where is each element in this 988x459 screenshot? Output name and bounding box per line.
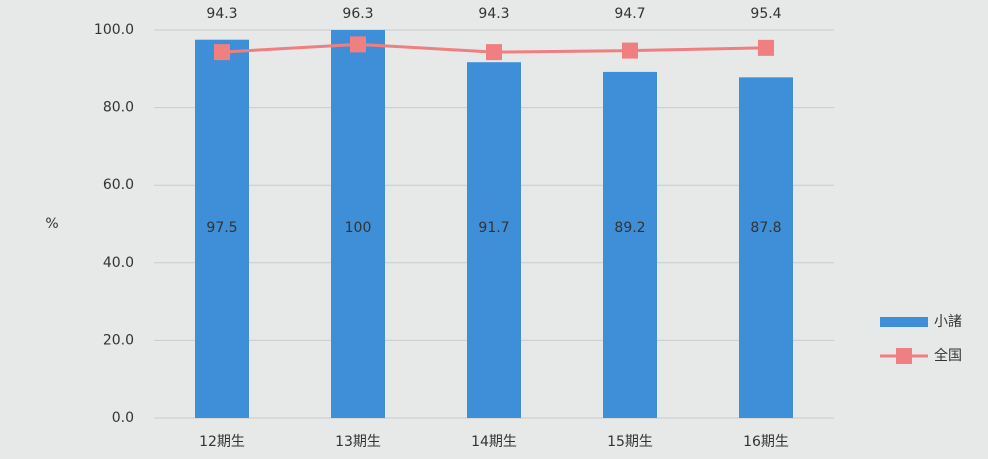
line-value-label: 94.3	[478, 6, 509, 22]
x-tick-label: 12期生	[199, 434, 245, 450]
y-tick-label: 20.0	[103, 332, 134, 348]
bar	[195, 39, 249, 418]
bar	[739, 77, 793, 418]
line-marker	[350, 36, 366, 53]
y-tick-label: 80.0	[103, 100, 134, 116]
bar	[467, 62, 521, 418]
bar-value-label: 100	[345, 220, 372, 236]
line-marker	[758, 39, 774, 56]
x-tick-label: 16期生	[743, 434, 789, 450]
line-marker	[214, 44, 230, 61]
y-tick-label: 100.0	[94, 22, 134, 38]
y-axis-label: %	[45, 216, 58, 232]
legend-swatch	[896, 348, 912, 364]
legend-label: 全国	[934, 347, 962, 364]
bar	[331, 30, 385, 418]
line-marker	[622, 42, 638, 59]
bar-value-label: 97.5	[206, 220, 237, 236]
y-tick-label: 40.0	[103, 255, 134, 271]
x-tick-label: 14期生	[471, 434, 517, 450]
x-tick-label: 13期生	[335, 434, 381, 450]
bar-value-label: 87.8	[750, 220, 781, 236]
y-tick-label: 0.0	[112, 410, 134, 426]
line-value-label: 94.3	[206, 6, 237, 22]
line-value-label: 96.3	[342, 6, 373, 22]
line-marker	[486, 44, 502, 61]
y-tick-label: 60.0	[103, 177, 134, 193]
legend-label: 小諸	[934, 314, 962, 330]
x-tick-label: 15期生	[607, 434, 653, 450]
bar	[603, 71, 657, 419]
bar-value-label: 89.2	[614, 220, 645, 236]
legend-swatch	[880, 317, 928, 327]
bar-value-label: 91.7	[478, 220, 509, 236]
line-value-label: 94.7	[614, 6, 645, 22]
line-value-label: 95.4	[750, 6, 781, 22]
